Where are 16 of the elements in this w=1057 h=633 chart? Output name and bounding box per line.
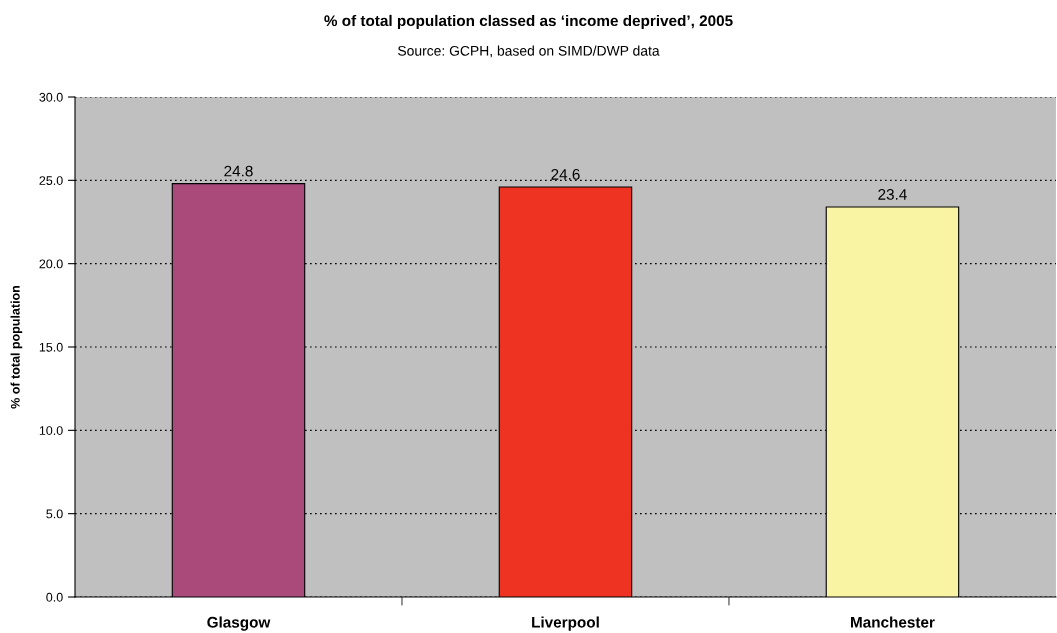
x-tick-label: Glasgow [207,616,271,631]
y-tick-label: 20.0 [39,259,63,269]
y-axis-title: % of total population [10,285,23,409]
source-note: Source: GCPH, based on SIMD/DWP data [398,45,660,58]
data-label: 24.8 [224,165,253,177]
y-tick-label: 15.0 [39,342,63,352]
y-tick-label: 30.0 [39,92,63,102]
y-tick-label: 5.0 [46,509,63,519]
x-tick-label: Manchester [851,616,935,628]
x-tick-label: Liverpool [532,616,599,631]
data-label: 24.6 [551,169,580,180]
data-label: 23.4 [878,189,907,200]
y-tick-label: 0.0 [46,592,63,602]
chart-title: % of total population classed as ‘income deprived’, 2005 [324,14,733,30]
y-tick-label: 25.0 [39,176,63,185]
y-tick-label: 10.0 [39,426,63,435]
